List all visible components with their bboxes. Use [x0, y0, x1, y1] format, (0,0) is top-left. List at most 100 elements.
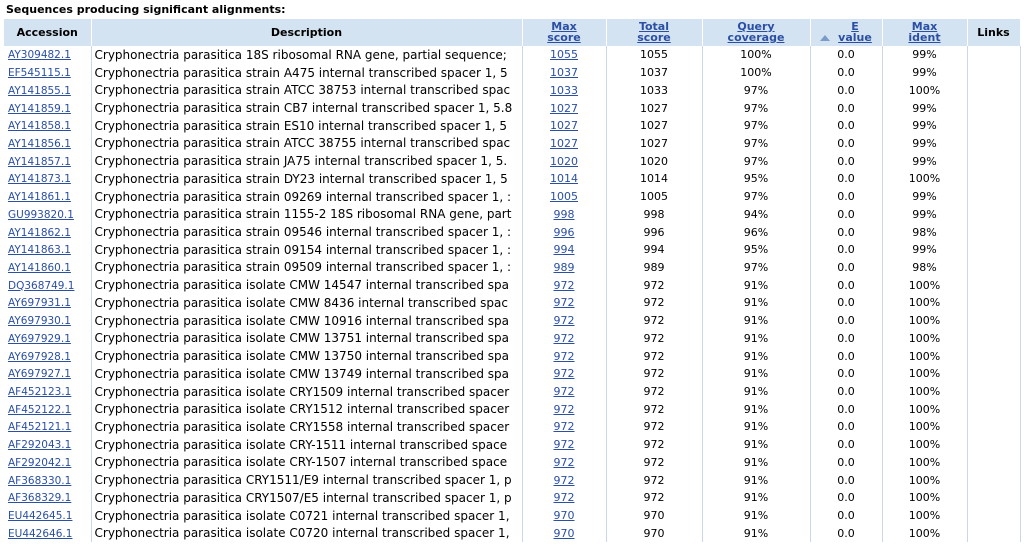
table-row: AF368329.1 Cryphonectria parasitica CRY15…: [4, 488, 1021, 507]
max-ident-cell: 100%: [882, 347, 968, 365]
links-cell: [967, 506, 1021, 525]
max-score-link[interactable]: 972: [553, 455, 575, 469]
accession-link[interactable]: AF368329.1: [8, 492, 72, 505]
accession-link[interactable]: AY697929.1: [8, 332, 71, 345]
total-score-label-1: Total: [638, 20, 670, 33]
max-score-link[interactable]: 970: [553, 526, 575, 540]
accession-link[interactable]: EU442646.1: [8, 527, 73, 540]
max-score-link[interactable]: 972: [553, 385, 575, 399]
accession-link[interactable]: EU442645.1: [8, 510, 73, 523]
accession-link[interactable]: AF368330.1: [8, 474, 72, 487]
description-cell: Cryphonectria parasitica isolate CRY1558…: [90, 418, 523, 436]
header-query-coverage[interactable]: Query coverage: [702, 19, 811, 46]
max-score-link[interactable]: 972: [553, 331, 575, 345]
max-score-link[interactable]: 1027: [550, 101, 578, 115]
accession-cell: AF452121.1: [4, 418, 91, 436]
accession-link[interactable]: AY141857.1: [8, 155, 71, 168]
total-score-cell: 1027: [606, 99, 703, 117]
max-score-link[interactable]: 998: [553, 207, 575, 221]
evalue-cell: 0.0: [810, 187, 883, 206]
max-ident-cell: 99%: [882, 187, 968, 206]
max-score-link[interactable]: 1027: [550, 119, 578, 133]
max-score-link[interactable]: 972: [553, 491, 575, 505]
header-max-score[interactable]: Max score: [522, 19, 607, 46]
total-score-cell: 972: [606, 382, 703, 401]
max-score-sort-link[interactable]: Max score: [547, 21, 581, 43]
accession-link[interactable]: AY141858.1: [8, 120, 71, 133]
accession-link[interactable]: DQ368749.1: [8, 279, 75, 292]
accession-link[interactable]: AY141855.1: [8, 84, 71, 97]
max-score-link[interactable]: 972: [553, 402, 575, 416]
accession-link[interactable]: AY697927.1: [8, 368, 71, 381]
accession-link[interactable]: AY141862.1: [8, 226, 71, 239]
max-score-link[interactable]: 970: [553, 509, 575, 523]
accession-link[interactable]: AY141856.1: [8, 137, 71, 150]
table-row: EU442645.1 Cryphonectria parasitica isola…: [4, 506, 1021, 525]
accession-cell: AY697930.1: [4, 312, 91, 330]
accession-link[interactable]: AF292042.1: [8, 456, 72, 469]
query-coverage-cell: 91%: [702, 506, 811, 525]
accession-link[interactable]: AY141873.1: [8, 173, 71, 186]
query-coverage-cell: 91%: [702, 382, 811, 401]
query-coverage-cell: 95%: [702, 240, 811, 259]
accession-cell: AY697928.1: [4, 347, 91, 365]
max-score-link[interactable]: 972: [553, 349, 575, 363]
accession-link[interactable]: AY697931.1: [8, 297, 71, 310]
header-max-ident[interactable]: Max ident: [882, 19, 968, 46]
max-score-link[interactable]: 1020: [550, 154, 578, 168]
max-score-link[interactable]: 1014: [550, 172, 578, 186]
max-score-link[interactable]: 972: [553, 296, 575, 310]
accession-link[interactable]: AF452123.1: [8, 386, 72, 399]
max-score-link[interactable]: 1005: [550, 190, 578, 204]
max-score-link[interactable]: 972: [553, 367, 575, 381]
max-score-link[interactable]: 972: [553, 420, 575, 434]
header-total-score[interactable]: Total score: [606, 19, 703, 46]
accession-link[interactable]: GU993820.1: [8, 208, 74, 221]
links-cell: [967, 170, 1021, 188]
max-score-link[interactable]: 1027: [550, 136, 578, 150]
max-score-link[interactable]: 1033: [550, 83, 578, 97]
accession-link[interactable]: AY141863.1: [8, 244, 71, 257]
max-score-link[interactable]: 1055: [550, 48, 578, 62]
max-ident-cell: 99%: [882, 99, 968, 117]
query-coverage-cell: 100%: [702, 46, 811, 64]
max-score-cell: 1033: [522, 81, 607, 100]
accession-link[interactable]: AY697928.1: [8, 350, 71, 363]
accession-link[interactable]: AY141859.1: [8, 102, 71, 115]
max-score-link[interactable]: 972: [553, 473, 575, 487]
accession-cell: AF368330.1: [4, 471, 91, 489]
max-score-link[interactable]: 989: [553, 260, 575, 274]
max-score-link[interactable]: 1037: [550, 66, 578, 80]
accession-link[interactable]: AF452122.1: [8, 403, 72, 416]
links-cell: [967, 134, 1021, 153]
total-score-sort-link[interactable]: Total score: [637, 21, 671, 43]
max-score-link[interactable]: 972: [553, 438, 575, 452]
max-ident-cell: 100%: [882, 471, 968, 489]
accession-link[interactable]: AY697930.1: [8, 315, 71, 328]
links-cell: [967, 99, 1021, 117]
links-cell: [967, 63, 1021, 82]
max-score-link[interactable]: 994: [553, 243, 575, 257]
accession-link[interactable]: AF452121.1: [8, 421, 72, 434]
accession-cell: AY141860.1: [4, 259, 91, 277]
header-description: Description: [91, 19, 523, 46]
query-coverage-sort-link[interactable]: Query coverage: [728, 21, 785, 43]
max-score-link[interactable]: 972: [553, 314, 575, 328]
accession-link[interactable]: EF545115.1: [8, 67, 71, 80]
max-score-link[interactable]: 972: [553, 278, 575, 292]
accession-link[interactable]: AF292043.1: [8, 439, 72, 452]
accession-link[interactable]: AY309482.1: [8, 49, 71, 62]
accession-link[interactable]: AY141860.1: [8, 261, 71, 274]
description-cell: Cryphonectria parasitica isolate C0720 i…: [90, 524, 523, 543]
max-ident-cell: 99%: [882, 152, 968, 171]
max-ident-sort-link[interactable]: Max ident: [908, 21, 940, 43]
accession-cell: AY141863.1: [4, 241, 91, 259]
accession-link[interactable]: AY141861.1: [8, 191, 71, 204]
links-cell: [967, 116, 1021, 135]
max-ident-label-2: ident: [908, 31, 941, 44]
links-cell: [967, 294, 1021, 312]
max-score-link[interactable]: 996: [553, 225, 575, 239]
evalue-label-1: E: [851, 20, 859, 33]
